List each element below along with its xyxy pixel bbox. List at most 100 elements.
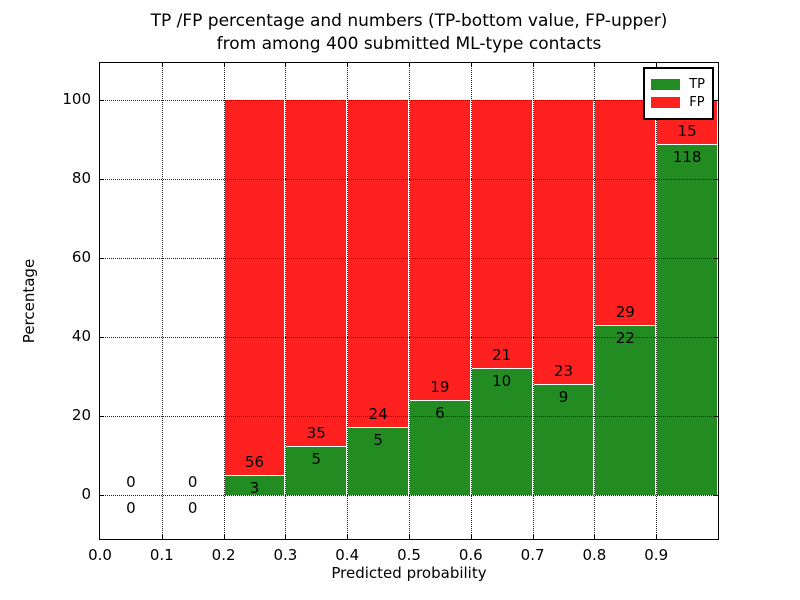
fp-count-label: 21 xyxy=(492,345,512,364)
legend: TP FP xyxy=(643,67,714,120)
bar-segment-fp xyxy=(224,99,285,475)
x-tick-bottom xyxy=(470,535,472,539)
x-tick-top xyxy=(470,63,472,67)
x-tick-label: 0.2 xyxy=(211,546,236,564)
tp-color-swatch xyxy=(651,79,681,90)
legend-label-tp: TP xyxy=(689,77,705,92)
legend-item-tp: TP xyxy=(651,77,705,92)
y-axis-label: Percentage xyxy=(20,258,38,344)
chart-title-line2: from among 400 submitted ML-type contact… xyxy=(216,34,602,54)
gridline-vertical xyxy=(161,63,163,539)
fp-color-swatch xyxy=(651,97,681,108)
tp-count-label: 9 xyxy=(558,387,569,406)
x-tick-top xyxy=(161,63,163,67)
y-tick-label: 80 xyxy=(71,168,91,187)
chart-title-line1: TP /FP percentage and numbers (TP-bottom… xyxy=(150,11,668,31)
gridline-vertical xyxy=(285,63,287,539)
x-tick-top xyxy=(532,63,534,67)
gridline-vertical xyxy=(347,63,349,539)
tp-count-label: 118 xyxy=(672,148,702,167)
y-tick-label: 60 xyxy=(71,247,91,266)
y-tick-left xyxy=(100,178,104,180)
x-tick-bottom xyxy=(347,535,349,539)
x-tick-top xyxy=(656,63,658,67)
x-tick-label: 0.1 xyxy=(149,546,174,564)
y-tick-right xyxy=(714,257,718,259)
x-tick-label: 0.8 xyxy=(582,546,607,564)
y-tick-right xyxy=(714,495,718,497)
x-tick-bottom xyxy=(223,535,225,539)
y-tick-left xyxy=(100,257,104,259)
gridline-vertical xyxy=(656,63,658,539)
y-tick-left xyxy=(100,416,104,418)
x-tick-label: 0.4 xyxy=(335,546,360,564)
bar-segment-fp xyxy=(533,99,594,384)
tp-count-label: 6 xyxy=(435,404,445,423)
y-tick-right xyxy=(714,336,718,338)
bar-segment-fp xyxy=(471,99,532,368)
x-tick-top xyxy=(594,63,596,67)
gridline-vertical xyxy=(409,63,410,539)
fp-count-label: 19 xyxy=(430,378,450,397)
bar-segment-tp xyxy=(533,383,594,496)
fp-count-label: 0 xyxy=(187,473,198,492)
y-tick-right xyxy=(714,99,718,101)
y-tick-label: 20 xyxy=(71,406,91,425)
fp-count-label: 0 xyxy=(126,473,136,492)
x-tick-label: 0.7 xyxy=(520,546,545,564)
x-tick-top xyxy=(285,63,287,67)
fp-count-label: 35 xyxy=(306,423,326,442)
x-tick-label: 0.9 xyxy=(644,546,669,564)
x-tick-bottom xyxy=(532,535,534,539)
y-tick-label: 100 xyxy=(62,89,91,108)
y-tick-left xyxy=(100,495,104,497)
bar-segment-tp xyxy=(224,475,285,496)
bar-segment-fp xyxy=(286,99,347,446)
tp-count-label: 0 xyxy=(126,499,136,518)
x-tick-bottom xyxy=(594,535,596,539)
fp-count-label: 23 xyxy=(553,361,574,380)
bar-segment-tp xyxy=(471,367,532,496)
legend-label-fp: FP xyxy=(689,95,705,110)
gridline-vertical xyxy=(594,63,596,539)
bar-segment-fp xyxy=(410,99,470,401)
plot-area: TP FP 0 0 0 0 56 3 35 5 24 5 19 6 21 10 23 9 29 22 15 118 xyxy=(99,62,719,540)
x-tick-top xyxy=(223,63,225,67)
bar-segment-tp xyxy=(286,445,347,496)
legend-item-fp: FP xyxy=(651,95,705,110)
y-tick-left xyxy=(100,336,104,338)
x-axis-label: Predicted probability xyxy=(331,564,487,582)
fp-count-label: 56 xyxy=(244,453,265,471)
x-tick-label: 0.0 xyxy=(88,546,112,564)
fp-count-label: 29 xyxy=(615,302,635,321)
tp-count-label: 22 xyxy=(615,328,635,347)
tp-count-label: 10 xyxy=(492,371,512,390)
y-tick-right xyxy=(714,416,718,418)
bar-segment-fp xyxy=(348,99,408,427)
gridline-vertical xyxy=(532,63,534,539)
tp-count-label: 3 xyxy=(249,479,260,497)
bar-segment-tp xyxy=(657,144,717,496)
tp-count-label: 0 xyxy=(187,499,198,518)
tp-count-label: 5 xyxy=(373,430,383,449)
tp-count-label: 5 xyxy=(311,449,322,468)
x-tick-bottom xyxy=(656,535,658,539)
y-tick-left xyxy=(100,99,104,101)
x-tick-label: 0.5 xyxy=(397,546,421,564)
x-tick-bottom xyxy=(409,535,410,539)
fp-count-label: 24 xyxy=(368,404,388,423)
gridline-vertical xyxy=(470,63,472,539)
bar-segment-tp xyxy=(348,426,408,496)
y-tick-right xyxy=(714,178,718,180)
bar-segment-fp xyxy=(595,99,656,325)
gridline-vertical xyxy=(223,63,225,539)
y-tick-label: 0 xyxy=(81,485,91,504)
fp-count-label: 15 xyxy=(677,122,697,141)
x-tick-top xyxy=(347,63,349,67)
x-tick-top xyxy=(409,63,410,67)
x-tick-bottom xyxy=(161,535,163,539)
bar-segment-tp xyxy=(595,324,656,496)
y-tick-label: 40 xyxy=(71,326,91,345)
x-tick-label: 0.6 xyxy=(458,546,483,564)
